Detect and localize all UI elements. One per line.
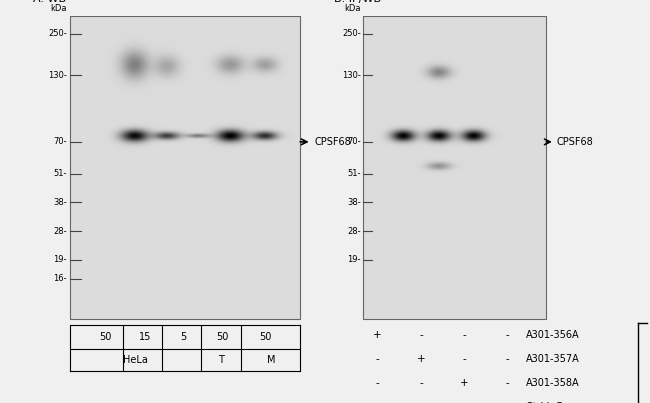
Text: 28-: 28- xyxy=(53,226,67,235)
Text: +: + xyxy=(503,402,512,403)
Text: +: + xyxy=(460,378,468,388)
Text: Ctrl IgG: Ctrl IgG xyxy=(526,402,563,403)
Text: 19-: 19- xyxy=(347,255,361,264)
Text: 51-: 51- xyxy=(53,169,67,178)
Text: 19-: 19- xyxy=(53,255,67,264)
Text: -: - xyxy=(506,378,510,388)
Text: CPSF68: CPSF68 xyxy=(315,137,351,147)
Text: A301-357A: A301-357A xyxy=(526,354,579,364)
Text: A301-356A: A301-356A xyxy=(526,330,579,340)
Text: 5: 5 xyxy=(180,332,186,342)
Bar xyxy=(363,16,546,318)
Text: 50: 50 xyxy=(99,332,111,342)
Text: kDa: kDa xyxy=(51,4,67,12)
Text: 50: 50 xyxy=(216,332,229,342)
Text: -: - xyxy=(462,402,466,403)
Text: 16-: 16- xyxy=(53,274,67,283)
Text: +: + xyxy=(373,330,382,340)
Text: A. WB: A. WB xyxy=(33,0,66,4)
Text: 250-: 250- xyxy=(48,29,67,38)
Text: kDa: kDa xyxy=(344,4,361,12)
Text: -: - xyxy=(506,330,510,340)
Text: -: - xyxy=(419,378,423,388)
Text: -: - xyxy=(462,330,466,340)
Text: 38-: 38- xyxy=(347,198,361,207)
Text: 250-: 250- xyxy=(342,29,361,38)
Text: 15: 15 xyxy=(138,332,151,342)
Text: -: - xyxy=(462,354,466,364)
Text: +: + xyxy=(417,354,426,364)
Text: -: - xyxy=(376,402,380,403)
Text: 51-: 51- xyxy=(347,169,361,178)
Text: 70-: 70- xyxy=(53,137,67,146)
Text: -: - xyxy=(376,378,380,388)
Text: 70-: 70- xyxy=(347,137,361,146)
Text: M: M xyxy=(266,355,275,365)
Text: 38-: 38- xyxy=(53,198,67,207)
Text: -: - xyxy=(376,354,380,364)
Text: HeLa: HeLa xyxy=(123,355,148,365)
Bar xyxy=(70,16,300,318)
Text: 50: 50 xyxy=(259,332,271,342)
Text: CPSF68: CPSF68 xyxy=(557,137,593,147)
Text: 130-: 130- xyxy=(48,71,67,79)
Text: -: - xyxy=(419,402,423,403)
Text: T: T xyxy=(218,355,224,365)
Text: B. IP/WB: B. IP/WB xyxy=(334,0,381,4)
Text: A301-358A: A301-358A xyxy=(526,378,579,388)
Text: -: - xyxy=(506,354,510,364)
Text: 28-: 28- xyxy=(347,226,361,235)
Text: 130-: 130- xyxy=(342,71,361,79)
Text: -: - xyxy=(419,330,423,340)
